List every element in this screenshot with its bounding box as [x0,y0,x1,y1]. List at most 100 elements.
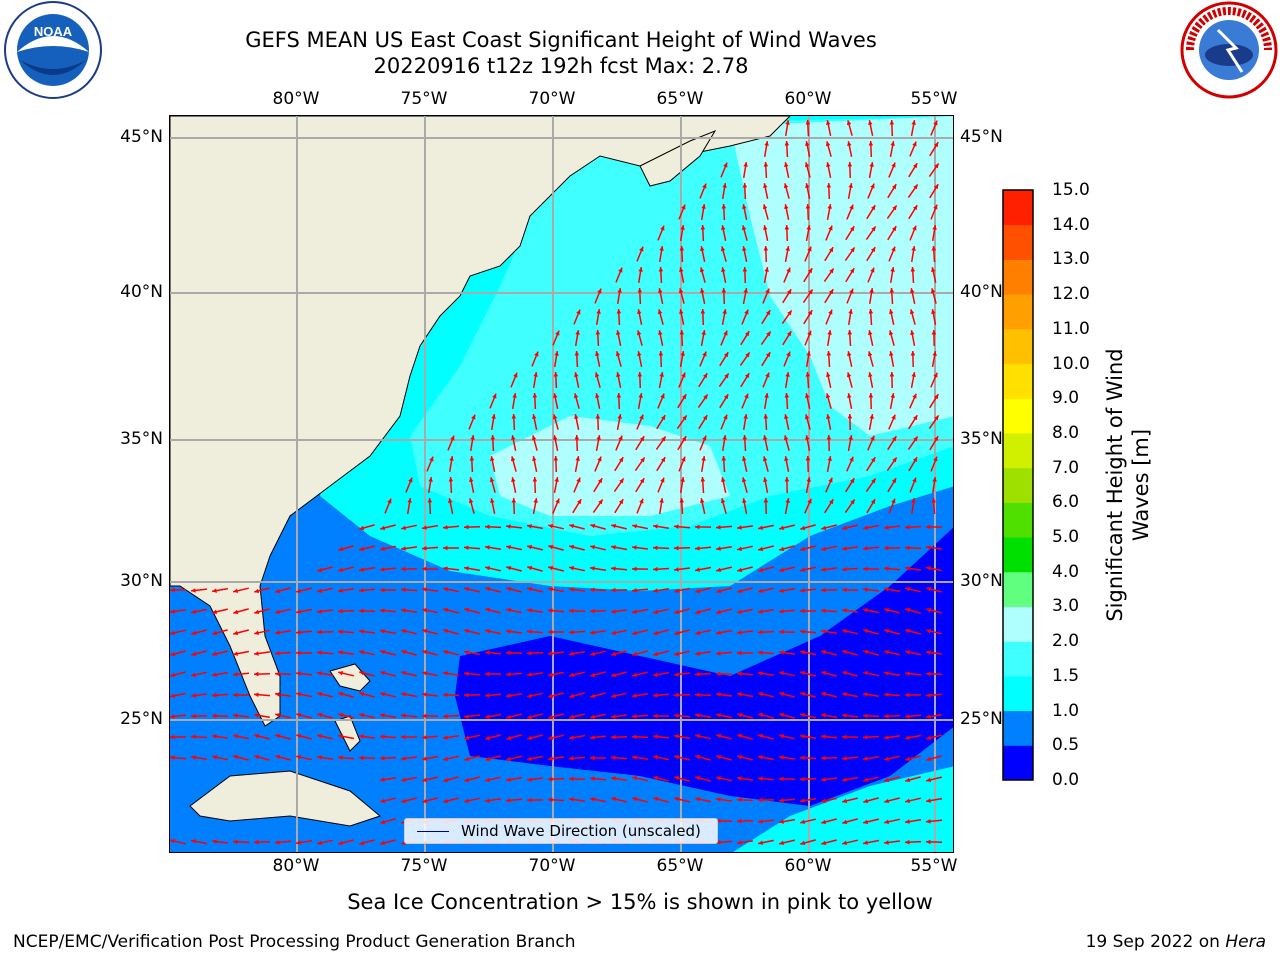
wave-direction-arrowhead [464,735,469,740]
wave-direction-arrowhead [533,498,538,503]
wave-direction-arrowhead [653,651,659,657]
wave-direction-arrowhead [443,777,449,783]
colorbar [1002,189,1034,781]
wave-direction-arrowhead [863,546,868,551]
wave-direction-arrowhead [359,713,364,718]
wave-direction-arrowhead [632,651,638,657]
wave-direction-arrowhead [737,567,743,573]
wave-direction-arrowhead [884,587,889,592]
wave-direction-arrowhead [233,754,239,760]
wave-direction-arrowhead [212,713,217,719]
wave-direction-arrowhead [653,545,658,551]
wave-direction-arrowhead [842,734,847,740]
wave-direction-arrowhead [427,498,433,503]
wave-direction-arrowhead [653,672,658,677]
wave-direction-arrowhead [506,629,511,634]
wave-direction-arrowhead [506,524,511,529]
lon-tick-bottom: 70°W [528,856,576,876]
wave-direction-arrowhead [590,693,596,699]
wave-direction-arrowhead [800,525,806,531]
wave-direction-arrowhead [784,414,789,419]
wave-direction-arrowhead [884,798,890,804]
wave-direction-arrowhead [506,650,511,656]
wave-direction-arrowhead [422,546,427,551]
wave-direction-arrowhead [742,498,747,503]
lon-tick-bottom: 80°W [272,856,320,876]
wave-direction-arrowhead [471,414,476,420]
wave-direction-arrowhead [787,310,792,316]
lat-tick-left: 40°N [120,282,163,302]
colorbar-segment [1003,675,1033,712]
footer-date: 19 Sep 2022 on Hera [1086,932,1266,952]
wave-direction-arrowhead [905,566,910,571]
wave-direction-arrowhead [779,671,784,676]
wave-direction-arrowhead [763,414,769,419]
wave-direction-arrowhead [464,756,470,762]
wave-direction-arrowhead [763,435,768,440]
wave-direction-arrowhead [534,351,539,357]
wave-direction-arrowhead [804,414,810,420]
colorbar-tick: 5.0 [1052,527,1080,548]
wave-direction-arrowhead [829,499,834,505]
lon-tick-bottom: 65°W [656,856,704,876]
wave-direction-arrowhead [653,524,658,529]
wave-direction-arrowhead [422,692,427,697]
wave-direction-arrowhead [317,650,322,655]
wave-direction-arrowhead [532,414,537,419]
wave-direction-arrowhead [401,629,407,634]
wave-direction-arrowhead [828,477,833,483]
wave-direction-arrowhead [429,456,434,462]
wave-direction-arrowhead [784,141,790,146]
wave-direction-arrowhead [408,477,413,483]
wave-direction-arrowhead [805,456,811,461]
wave-direction-arrowhead [926,839,931,845]
wave-direction-arrowhead [909,309,915,315]
wave-direction-arrowhead [506,714,512,719]
wave-direction-arrowhead [863,840,868,845]
wave-direction-arrowhead [695,713,700,718]
colorbar-tick: 0.0 [1052,770,1080,790]
wave-direction-arrowhead [490,456,495,461]
wave-direction-arrowhead [849,456,854,462]
wave-direction-arrowhead [800,629,805,634]
wave-direction-arrowhead [913,415,918,421]
wave-direction-arrowhead [638,393,643,398]
wave-direction-arrowhead [695,754,701,760]
wave-direction-arrowhead [380,692,386,697]
wave-direction-arrowhead [888,330,894,336]
wave-direction-arrowhead [779,776,784,782]
wave-direction-arrowhead [359,588,364,593]
wave-direction-arrowhead [191,693,196,698]
wave-direction-arrowhead [595,414,601,419]
wave-direction-arrowhead [702,183,707,189]
wave-direction-arrowhead [296,712,302,718]
wave-direction-arrowhead [763,477,768,482]
wave-direction-arrowhead [912,457,918,463]
wave-direction-arrowhead [674,755,680,760]
wave-direction-arrowhead [868,141,874,146]
wave-direction-arrowhead [359,670,365,676]
wave-direction-arrowhead [737,588,743,594]
wave-direction-arrowhead [191,630,197,636]
wave-direction-arrowhead [681,436,687,442]
colorbar-tick: 11.0 [1052,318,1090,339]
wave-direction-arrowhead [934,394,939,400]
wave-direction-arrowhead [611,609,616,614]
wave-direction-arrowhead [821,691,827,697]
wave-direction-arrowhead [443,671,448,676]
wave-direction-arrowhead [842,567,847,572]
wave-direction-arrowhead [590,630,595,635]
wave-direction-arrowhead [653,713,658,719]
wave-direction-arrowhead [786,351,791,357]
wave-direction-arrowhead [212,839,217,844]
wave-direction-arrowhead [829,247,834,253]
wave-direction-arrowhead [449,456,454,461]
wave-direction-arrowhead [443,650,449,655]
wave-direction-arrowhead [359,629,364,634]
wave-direction-arrowhead [934,415,939,421]
wave-direction-arrowhead [724,352,729,358]
wave-direction-arrowhead [233,839,238,845]
wave-direction-arrowhead [716,588,722,594]
wave-direction-arrowhead [170,587,175,593]
wave-direction-arrowhead [716,754,722,760]
